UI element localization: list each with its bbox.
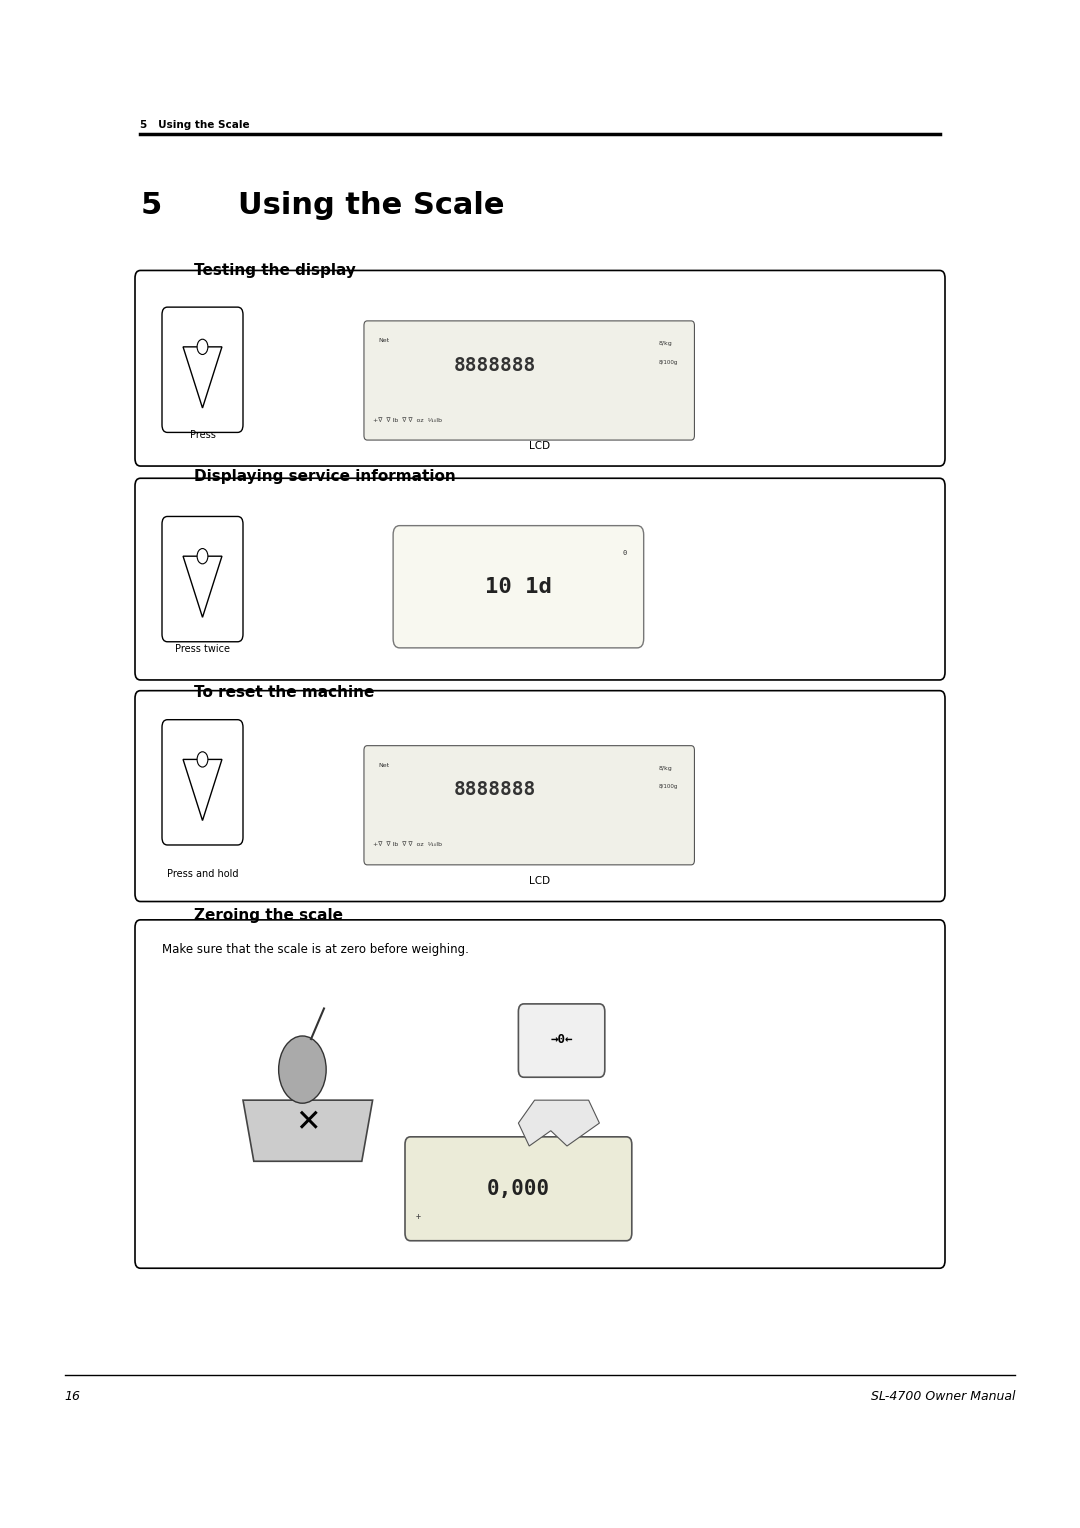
Polygon shape [184,759,222,821]
FancyBboxPatch shape [162,516,243,642]
Text: +: + [416,1212,421,1221]
FancyBboxPatch shape [405,1137,632,1241]
Text: 8888888: 8888888 [454,356,536,374]
FancyBboxPatch shape [135,478,945,680]
FancyBboxPatch shape [135,691,945,902]
Text: ✕: ✕ [295,1109,321,1137]
Text: Zeroing the scale: Zeroing the scale [194,908,343,923]
Text: Testing the display: Testing the display [194,263,356,278]
Text: LCD: LCD [529,876,551,886]
FancyBboxPatch shape [135,920,945,1268]
Circle shape [279,1036,326,1103]
Text: LCD: LCD [529,440,551,451]
FancyBboxPatch shape [162,307,243,432]
Text: 0,000: 0,000 [487,1178,550,1199]
FancyBboxPatch shape [393,526,644,648]
Text: Displaying service information: Displaying service information [194,469,456,484]
Text: Net: Net [378,338,389,344]
Text: SL-4700 Owner Manual: SL-4700 Owner Manual [870,1390,1015,1404]
Text: Press twice: Press twice [175,643,230,654]
Text: Make sure that the scale is at zero before weighing.: Make sure that the scale is at zero befo… [162,943,469,957]
Text: 8/kg: 8/kg [659,766,673,772]
Text: 8888888: 8888888 [454,781,536,799]
Text: 8/100g: 8/100g [659,784,678,790]
FancyBboxPatch shape [364,321,694,440]
Text: Press and hold: Press and hold [166,868,239,879]
Text: Net: Net [378,762,389,769]
Text: 8/kg: 8/kg [659,341,673,347]
Text: 0: 0 [622,550,626,556]
Circle shape [197,339,207,354]
Text: 5: 5 [140,191,162,220]
Polygon shape [243,1100,373,1161]
FancyBboxPatch shape [162,720,243,845]
FancyBboxPatch shape [518,1004,605,1077]
Circle shape [197,752,207,767]
Text: 16: 16 [65,1390,81,1404]
Text: +∇  ∇ lb  ∇ ∇  oz  ⅒lb: +∇ ∇ lb ∇ ∇ oz ⅒lb [373,842,442,848]
Circle shape [197,549,207,564]
FancyBboxPatch shape [364,746,694,865]
Polygon shape [184,347,222,408]
Text: +∇  ∇ lb  ∇ ∇  oz  ⅒lb: +∇ ∇ lb ∇ ∇ oz ⅒lb [373,417,442,423]
Polygon shape [184,556,222,617]
FancyBboxPatch shape [135,270,945,466]
Text: 5   Using the Scale: 5 Using the Scale [140,119,251,130]
Text: Press: Press [190,429,215,440]
Polygon shape [518,1100,599,1146]
Text: 10 1d: 10 1d [485,576,552,597]
Text: To reset the machine: To reset the machine [194,685,375,700]
Text: 8/100g: 8/100g [659,359,678,365]
Text: Using the Scale: Using the Scale [238,191,504,220]
Text: →0←: →0← [551,1033,572,1045]
